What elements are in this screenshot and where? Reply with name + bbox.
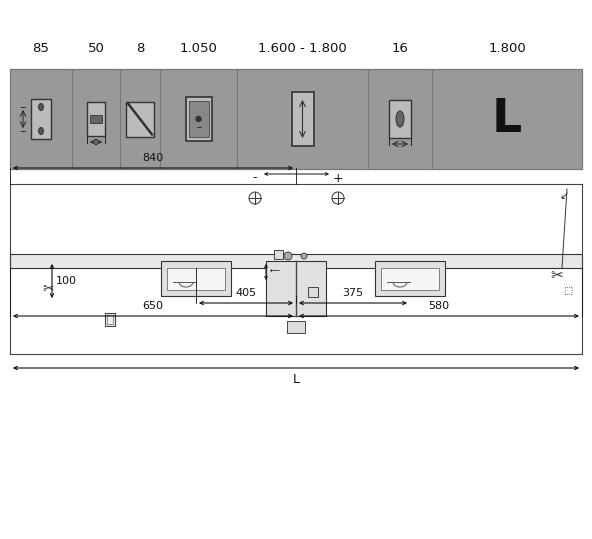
- Circle shape: [196, 116, 201, 121]
- Bar: [287, 321, 305, 333]
- Ellipse shape: [38, 128, 43, 135]
- Ellipse shape: [396, 111, 404, 127]
- Text: 840: 840: [142, 153, 163, 163]
- Circle shape: [332, 192, 344, 204]
- Bar: [167, 268, 225, 290]
- Text: L: L: [292, 373, 300, 386]
- Text: -: -: [253, 171, 258, 184]
- Text: 8: 8: [136, 43, 144, 56]
- Text: ⬚: ⬚: [564, 286, 572, 296]
- Text: 650: 650: [143, 301, 163, 311]
- Text: 1.800: 1.800: [488, 43, 526, 56]
- Circle shape: [284, 252, 292, 260]
- Bar: [266, 261, 326, 316]
- Text: 16: 16: [391, 43, 408, 56]
- Text: 405: 405: [236, 288, 256, 298]
- Ellipse shape: [38, 103, 43, 110]
- Text: ⟵: ⟵: [270, 269, 280, 275]
- Bar: [10, 69, 582, 169]
- Text: L: L: [492, 96, 522, 142]
- Bar: [389, 100, 411, 138]
- Bar: [188, 101, 208, 137]
- Text: ✂: ✂: [42, 282, 54, 296]
- Bar: [126, 101, 154, 136]
- Bar: [10, 254, 582, 268]
- Bar: [308, 287, 318, 297]
- Text: 85: 85: [33, 43, 50, 56]
- Text: 1.600 - 1.800: 1.600 - 1.800: [258, 43, 347, 56]
- Text: 50: 50: [88, 43, 104, 56]
- Bar: [105, 313, 115, 326]
- Text: ✂: ✂: [551, 268, 564, 284]
- Bar: [31, 99, 51, 139]
- Circle shape: [249, 192, 261, 204]
- Bar: [185, 97, 211, 141]
- Text: 100: 100: [56, 276, 77, 286]
- Text: 1.050: 1.050: [179, 43, 217, 56]
- Bar: [375, 261, 445, 296]
- Text: 580: 580: [429, 301, 449, 311]
- Bar: [107, 315, 113, 324]
- Text: 375: 375: [342, 288, 363, 298]
- Bar: [161, 261, 231, 296]
- Bar: [381, 268, 439, 290]
- Bar: [291, 92, 314, 146]
- Bar: [274, 250, 283, 259]
- Bar: [87, 102, 105, 136]
- Bar: [90, 115, 102, 123]
- Text: ↙: ↙: [559, 191, 569, 201]
- Text: +: +: [333, 171, 343, 184]
- Circle shape: [301, 253, 307, 259]
